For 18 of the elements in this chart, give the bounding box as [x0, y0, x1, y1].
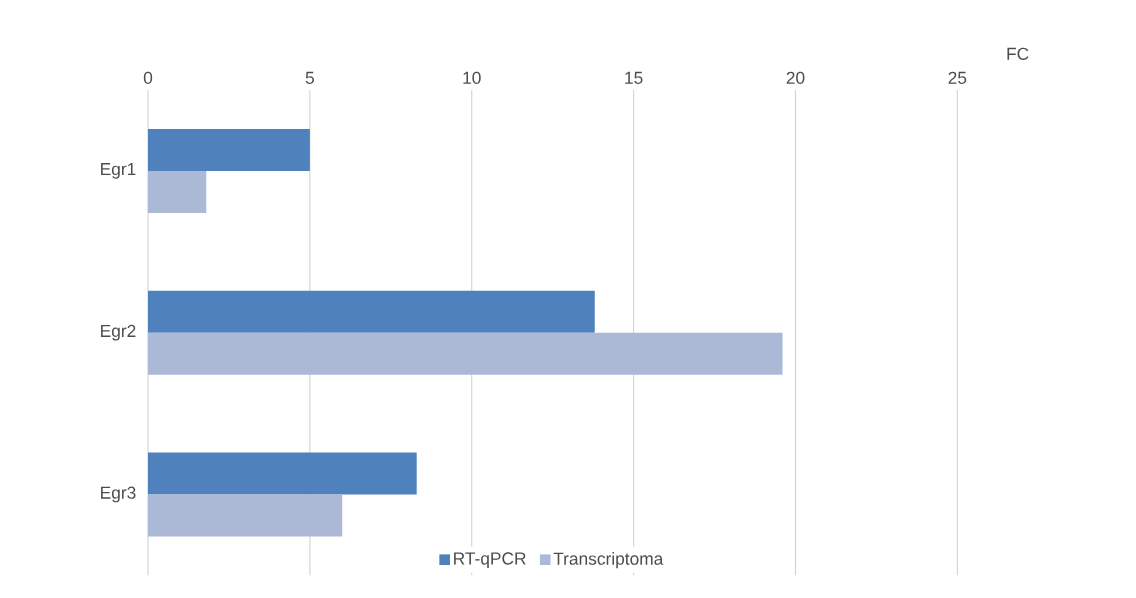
bar [148, 170, 207, 213]
y-tick-label: Egr2 [101, 324, 136, 341]
x-tick-label: 25 [948, 71, 967, 84]
bar [148, 332, 783, 375]
bar [148, 494, 343, 537]
legend-label: Transcriptoma [553, 552, 664, 569]
x-tick-label: 5 [305, 71, 314, 84]
bar [148, 128, 310, 171]
bar [148, 290, 595, 333]
x-axis-title: FC [1007, 47, 1029, 60]
y-tick-label: Egr1 [101, 163, 136, 179]
legend-label: RT-qPCR [454, 552, 526, 569]
x-tick-label: 20 [786, 71, 805, 84]
bar [148, 452, 417, 495]
y-tick-label: Egr3 [101, 486, 136, 503]
x-tick-label: 0 [143, 71, 153, 84]
x-tick-label: 15 [625, 71, 643, 84]
x-tick-label: 10 [463, 71, 481, 84]
